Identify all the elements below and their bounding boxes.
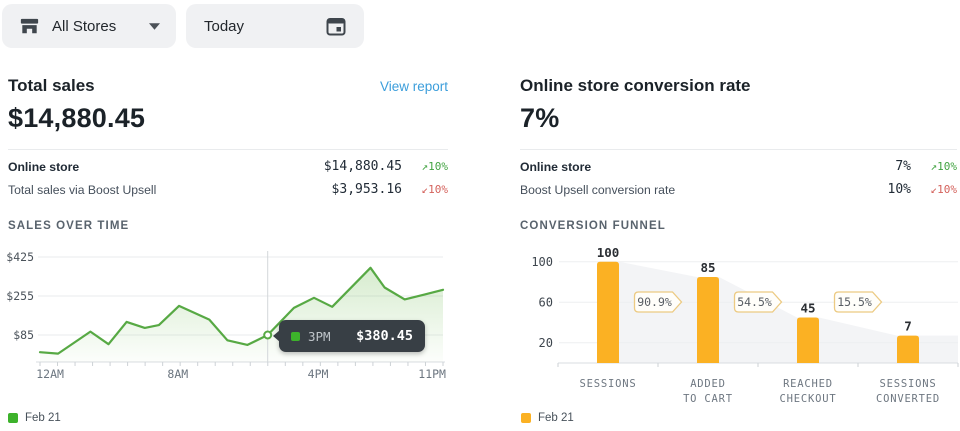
svg-text:SESSIONS: SESSIONS xyxy=(580,378,637,390)
calendar-icon xyxy=(326,18,346,36)
svg-text:CONVERTED: CONVERTED xyxy=(876,393,940,405)
svg-text:54.5%: 54.5% xyxy=(737,295,772,309)
svg-text:REACHED: REACHED xyxy=(783,378,833,390)
metric-value: 7% xyxy=(895,159,911,174)
date-selector-label: Today xyxy=(204,17,245,35)
store-icon xyxy=(20,18,39,33)
legend-swatch-orange xyxy=(521,413,531,423)
svg-text:100: 100 xyxy=(531,255,553,269)
sales-over-time-heading: SALES OVER TIME xyxy=(8,220,130,232)
svg-text:12AM: 12AM xyxy=(36,367,64,381)
metric-delta-down: ↙10% xyxy=(930,183,958,196)
metric-row-boost-upsell-rate: Boost Upsell conversion rate 10% ↙10% xyxy=(520,178,957,201)
svg-text:TO CART: TO CART xyxy=(683,393,733,405)
metric-delta-up: ↗10% xyxy=(421,160,449,173)
metric-row-online-store: Online store $14,880.45 ↗10% xyxy=(8,155,448,178)
conversion-breakdown: Online store 7% ↗10% Boost Upsell conver… xyxy=(520,149,957,201)
svg-text:8AM: 8AM xyxy=(167,367,188,381)
sales-legend: Feb 21 xyxy=(8,412,61,424)
metric-row-boost-upsell-sales: Total sales via Boost Upsell $3,953.16 ↙… xyxy=(8,178,448,201)
svg-text:45: 45 xyxy=(800,300,815,315)
metric-label: Boost Upsell conversion rate xyxy=(520,182,676,197)
date-selector-button[interactable]: Today xyxy=(186,4,364,48)
metric-value: 10% xyxy=(887,182,911,197)
funnel-legend: Feb 21 xyxy=(521,412,574,424)
svg-text:$85: $85 xyxy=(13,328,34,342)
conversion-rate-value: 7% xyxy=(520,103,560,133)
metric-delta-down: ↙10% xyxy=(421,183,449,196)
svg-text:60: 60 xyxy=(539,295,553,309)
metric-value: $14,880.45 xyxy=(323,159,402,174)
conversion-funnel-chart[interactable]: 100 60 20 100 85 45 7 90.9% 54.5% 15.5% SESSIONS AD… xyxy=(515,245,960,405)
series-color-swatch xyxy=(291,331,300,341)
conversion-rate-title: Online store conversion rate xyxy=(520,76,751,95)
store-selector-label: All Stores xyxy=(52,17,117,35)
tooltip-value: $380.45 xyxy=(356,328,413,344)
svg-text:90.9%: 90.9% xyxy=(637,295,672,309)
svg-text:ADDED: ADDED xyxy=(690,378,726,390)
svg-text:15.5%: 15.5% xyxy=(837,295,872,309)
metric-label: Total sales via Boost Upsell xyxy=(8,182,157,197)
legend-label: Feb 21 xyxy=(25,412,61,424)
chart-tooltip: 3PM $380.45 xyxy=(273,320,425,352)
total-sales-value: $14,880.45 xyxy=(8,103,146,133)
conversion-funnel-heading: CONVERSION FUNNEL xyxy=(520,220,666,232)
legend-label: Feb 21 xyxy=(538,412,574,424)
store-selector-button[interactable]: All Stores xyxy=(2,4,176,48)
sales-over-time-chart[interactable]: $425 $255 $85 12AM 8AM 4PM 11PM xyxy=(0,245,450,385)
svg-text:SESSIONS: SESSIONS xyxy=(880,378,937,390)
svg-text:4PM: 4PM xyxy=(308,367,329,381)
svg-text:CHECKOUT: CHECKOUT xyxy=(780,393,837,405)
metric-value: $3,953.16 xyxy=(331,182,402,197)
total-sales-title: Total sales xyxy=(8,76,95,95)
svg-text:85: 85 xyxy=(700,260,715,275)
chevron-down-icon xyxy=(149,22,160,30)
svg-text:$425: $425 xyxy=(6,250,34,264)
svg-text:$255: $255 xyxy=(6,289,34,303)
svg-text:7: 7 xyxy=(904,319,912,334)
view-report-link[interactable]: View report xyxy=(379,79,448,94)
legend-swatch-green xyxy=(8,413,18,423)
svg-text:11PM: 11PM xyxy=(418,367,446,381)
total-sales-breakdown: Online store $14,880.45 ↗10% Total sales… xyxy=(8,149,448,201)
metric-row-online-store-rate: Online store 7% ↗10% xyxy=(520,155,957,178)
metric-label: Online store xyxy=(8,159,80,174)
svg-text:20: 20 xyxy=(539,336,553,350)
metric-label: Online store xyxy=(520,159,592,174)
tooltip-time: 3PM xyxy=(308,328,331,344)
svg-text:100: 100 xyxy=(597,245,620,260)
metric-delta-up: ↗10% xyxy=(930,160,958,173)
